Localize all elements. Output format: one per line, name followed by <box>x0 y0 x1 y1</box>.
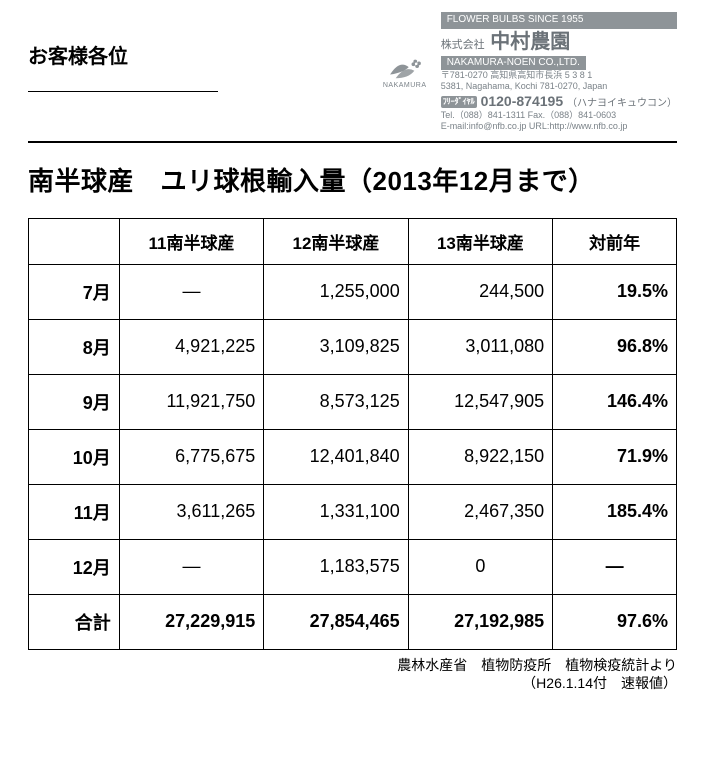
row-label: 7月 <box>29 264 120 319</box>
address-en: 5381, Nagahama, Kochi 781-0270, Japan <box>441 81 677 92</box>
freedial-icon: ﾌﾘｰﾀﾞｲﾔﾙ <box>441 96 477 108</box>
cell-2012: 1,331,100 <box>264 484 408 539</box>
col-yoy: 対前年 <box>553 218 677 264</box>
freedial-number: 0120-874195 <box>481 93 564 109</box>
cell-2011: 4,921,225 <box>119 319 263 374</box>
email-url: E-mail:info@nfb.co.jp URL:http://www.nfb… <box>441 121 677 132</box>
row-label: 8月 <box>29 319 120 374</box>
company-name-en: NAKAMURA-NOEN CO.,LTD. <box>441 56 586 71</box>
table-row: 7月―1,255,000244,50019.5% <box>29 264 677 319</box>
cell-2012: 3,109,825 <box>264 319 408 374</box>
cell-2011: ― <box>119 264 263 319</box>
cell-2013: 12,547,905 <box>408 374 552 429</box>
col-blank <box>29 218 120 264</box>
cell-2011: ― <box>119 539 263 594</box>
address-jp: 〒781-0270 高知県高知市長浜 5 3 8 1 <box>441 70 677 81</box>
row-label: 9月 <box>29 374 120 429</box>
cell-2012: 8,573,125 <box>264 374 408 429</box>
cell-yoy: ― <box>553 539 677 594</box>
table-total-row: 合計27,229,91527,854,46527,192,98597.6% <box>29 594 677 649</box>
total-2013: 27,192,985 <box>408 594 552 649</box>
total-2011: 27,229,915 <box>119 594 263 649</box>
row-label: 12月 <box>29 539 120 594</box>
cell-2011: 6,775,675 <box>119 429 263 484</box>
document-header: お客様各位 NAKAMURA FLOWER BULBS SINCE 1955 <box>28 12 677 133</box>
table-header-row: 11南半球産 12南半球産 13南半球産 対前年 <box>29 218 677 264</box>
cell-2013: 0 <box>408 539 552 594</box>
col-2013: 13南半球産 <box>408 218 552 264</box>
cell-2011: 11,921,750 <box>119 374 263 429</box>
cell-2013: 244,500 <box>408 264 552 319</box>
cell-2012: 1,255,000 <box>264 264 408 319</box>
cell-2013: 8,922,150 <box>408 429 552 484</box>
table-row: 8月4,921,2253,109,8253,011,08096.8% <box>29 319 677 374</box>
col-2012: 12南半球産 <box>264 218 408 264</box>
cell-2011: 3,611,265 <box>119 484 263 539</box>
tel-fax: Tel.（088）841-1311 Fax.（088）841-0603 <box>441 110 677 121</box>
cell-yoy: 71.9% <box>553 429 677 484</box>
freedial-row: ﾌﾘｰﾀﾞｲﾔﾙ 0120-874195 （ハナヨイキュウコン） <box>441 93 677 111</box>
table-row: 12月―1,183,5750― <box>29 539 677 594</box>
total-label: 合計 <box>29 594 120 649</box>
leaf-flower-icon <box>386 54 424 82</box>
cell-2012: 1,183,575 <box>264 539 408 594</box>
footnote-line1: 農林水産省 植物防疫所 植物検疫統計より <box>28 656 677 675</box>
company-name-jp: 株式会社 中村農園 <box>441 30 677 55</box>
header-divider <box>28 141 677 143</box>
company-logo: NAKAMURA <box>375 47 435 97</box>
table-row: 10月6,775,67512,401,8408,922,15071.9% <box>29 429 677 484</box>
cell-yoy: 96.8% <box>553 319 677 374</box>
table-row: 11月3,611,2651,331,1002,467,350185.4% <box>29 484 677 539</box>
greeting-text: お客様各位 <box>28 40 218 73</box>
page-title: 南半球産 ユリ球根輸入量（2013年12月まで） <box>28 161 677 198</box>
logo-caption: NAKAMURA <box>383 82 427 91</box>
table-row: 9月11,921,7508,573,12512,547,905146.4% <box>29 374 677 429</box>
row-label: 10月 <box>29 429 120 484</box>
footnote-line2: （H26.1.14付 速報値） <box>28 674 677 693</box>
col-2011: 11南半球産 <box>119 218 263 264</box>
company-prefix: 株式会社 <box>441 39 485 51</box>
tagline: FLOWER BULBS SINCE 1955 <box>441 12 677 29</box>
cell-2013: 3,011,080 <box>408 319 552 374</box>
company-name: 中村農園 <box>490 31 570 53</box>
footnote: 農林水産省 植物防疫所 植物検疫統計より （H26.1.14付 速報値） <box>28 656 677 694</box>
total-2012: 27,854,465 <box>264 594 408 649</box>
cell-2013: 2,467,350 <box>408 484 552 539</box>
total-yoy: 97.6% <box>553 594 677 649</box>
company-block: NAKAMURA FLOWER BULBS SINCE 1955 株式会社 中村… <box>375 12 677 133</box>
import-table: 11南半球産 12南半球産 13南半球産 対前年 7月―1,255,000244… <box>28 218 677 650</box>
cell-yoy: 146.4% <box>553 374 677 429</box>
cell-2012: 12,401,840 <box>264 429 408 484</box>
cell-yoy: 185.4% <box>553 484 677 539</box>
greeting-block: お客様各位 <box>28 40 218 92</box>
greeting-underline <box>28 91 218 92</box>
row-label: 11月 <box>29 484 120 539</box>
cell-yoy: 19.5% <box>553 264 677 319</box>
freedial-reading: （ハナヨイキュウコン） <box>567 98 677 109</box>
